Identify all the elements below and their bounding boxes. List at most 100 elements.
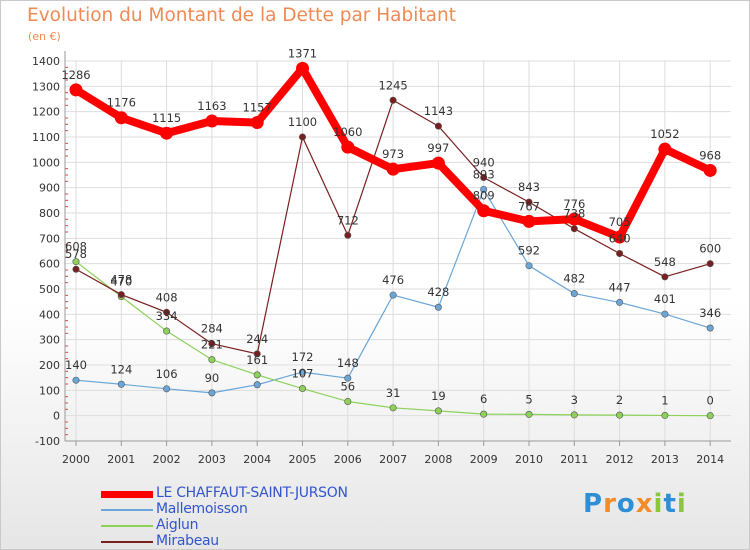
data-point [570, 290, 578, 298]
data-point [344, 231, 352, 239]
data-point [661, 411, 669, 419]
logo-letter: i [653, 489, 664, 519]
data-point [706, 412, 714, 420]
x-tick-label: 2012 [606, 453, 634, 466]
data-label: 776 [563, 197, 585, 211]
data-label: 476 [382, 273, 404, 287]
logo-letter: t [663, 489, 677, 519]
y-tick-label: 1300 [32, 80, 60, 93]
data-label: 148 [337, 356, 359, 370]
data-point [703, 163, 717, 177]
data-label: 172 [292, 350, 314, 364]
x-tick-label: 2000 [62, 453, 90, 466]
data-point [117, 291, 125, 299]
data-label: 284 [201, 322, 223, 336]
data-label: 1163 [197, 99, 226, 113]
logo-letter: P [583, 489, 604, 519]
data-label: 90 [205, 371, 220, 385]
data-label: 1 [661, 393, 668, 407]
data-point [570, 411, 578, 419]
y-tick-label: 800 [39, 207, 60, 220]
data-point [706, 324, 714, 332]
axes: -100010020030040050060070080090010001100… [32, 51, 731, 466]
logo-letter: r [603, 489, 617, 519]
chart-unit: (en €) [28, 30, 61, 43]
data-point [72, 265, 80, 273]
legend-swatch [101, 509, 153, 511]
y-tick-label: 1400 [32, 55, 60, 68]
data-point [567, 212, 581, 226]
x-tick-label: 2006 [334, 453, 362, 466]
data-point [117, 380, 125, 388]
x-tick-label: 2008 [424, 453, 452, 466]
data-label: 809 [473, 189, 495, 203]
logo-letter: i [676, 489, 687, 519]
data-point [114, 111, 128, 125]
x-tick-label: 2010 [515, 453, 543, 466]
data-label: 428 [427, 285, 449, 299]
data-point [69, 83, 83, 97]
data-point [570, 225, 578, 233]
data-point [522, 214, 536, 228]
data-point [480, 174, 488, 182]
data-label: 548 [654, 255, 676, 269]
data-point [208, 340, 216, 348]
data-point [525, 262, 533, 270]
data-point [480, 410, 488, 418]
y-tick-label: -100 [35, 435, 60, 448]
data-point [160, 126, 174, 140]
data-label: 140 [65, 358, 87, 372]
data-point [389, 96, 397, 104]
x-tick-label: 2003 [198, 453, 226, 466]
data-label: 1157 [243, 101, 272, 115]
series-lines [69, 61, 717, 420]
data-point [298, 385, 306, 393]
y-tick-label: 500 [39, 283, 60, 296]
y-tick-label: 400 [39, 308, 60, 321]
data-label: 0 [707, 394, 714, 408]
legend-swatch [101, 490, 153, 498]
x-tick-label: 2011 [560, 453, 588, 466]
data-point [480, 185, 488, 193]
logo-letter: o [616, 489, 636, 519]
x-tick-label: 2002 [153, 453, 181, 466]
y-tick-label: 0 [53, 410, 60, 423]
data-label: 705 [609, 215, 631, 229]
data-point [298, 368, 306, 376]
data-label: 2 [616, 393, 623, 407]
data-point [661, 273, 669, 281]
data-label: 1176 [107, 96, 136, 110]
data-point [389, 291, 397, 299]
data-label: 221 [201, 338, 223, 352]
data-label: 334 [156, 309, 178, 323]
data-label: 161 [246, 353, 268, 367]
data-label: 600 [699, 242, 721, 256]
data-label: 893 [473, 167, 495, 181]
legend-label: LE CHAFFAUT-SAINT-JURSON [156, 485, 348, 501]
y-tick-label: 1100 [32, 131, 60, 144]
data-label: 19 [431, 389, 446, 403]
data-point [163, 385, 171, 393]
data-point [616, 298, 624, 306]
data-point [344, 397, 352, 405]
y-tick-label: 900 [39, 182, 60, 195]
data-point [706, 260, 714, 268]
x-tick-label: 2014 [696, 453, 724, 466]
legend-swatch [101, 525, 153, 527]
x-tick-label: 2009 [470, 453, 498, 466]
data-label: 408 [156, 290, 178, 304]
logo-letter: x [635, 489, 654, 519]
data-label: 31 [386, 386, 401, 400]
x-tick-label: 2004 [243, 453, 271, 466]
legend-swatch [101, 541, 153, 543]
data-point [525, 198, 533, 206]
y-tick-label: 600 [39, 258, 60, 271]
data-point [477, 204, 491, 218]
data-label: 346 [699, 306, 721, 320]
data-point [616, 411, 624, 419]
data-point [434, 303, 442, 311]
x-tick-label: 2007 [379, 453, 407, 466]
data-point [208, 389, 216, 397]
legend-label: Mallemoisson [156, 501, 248, 517]
